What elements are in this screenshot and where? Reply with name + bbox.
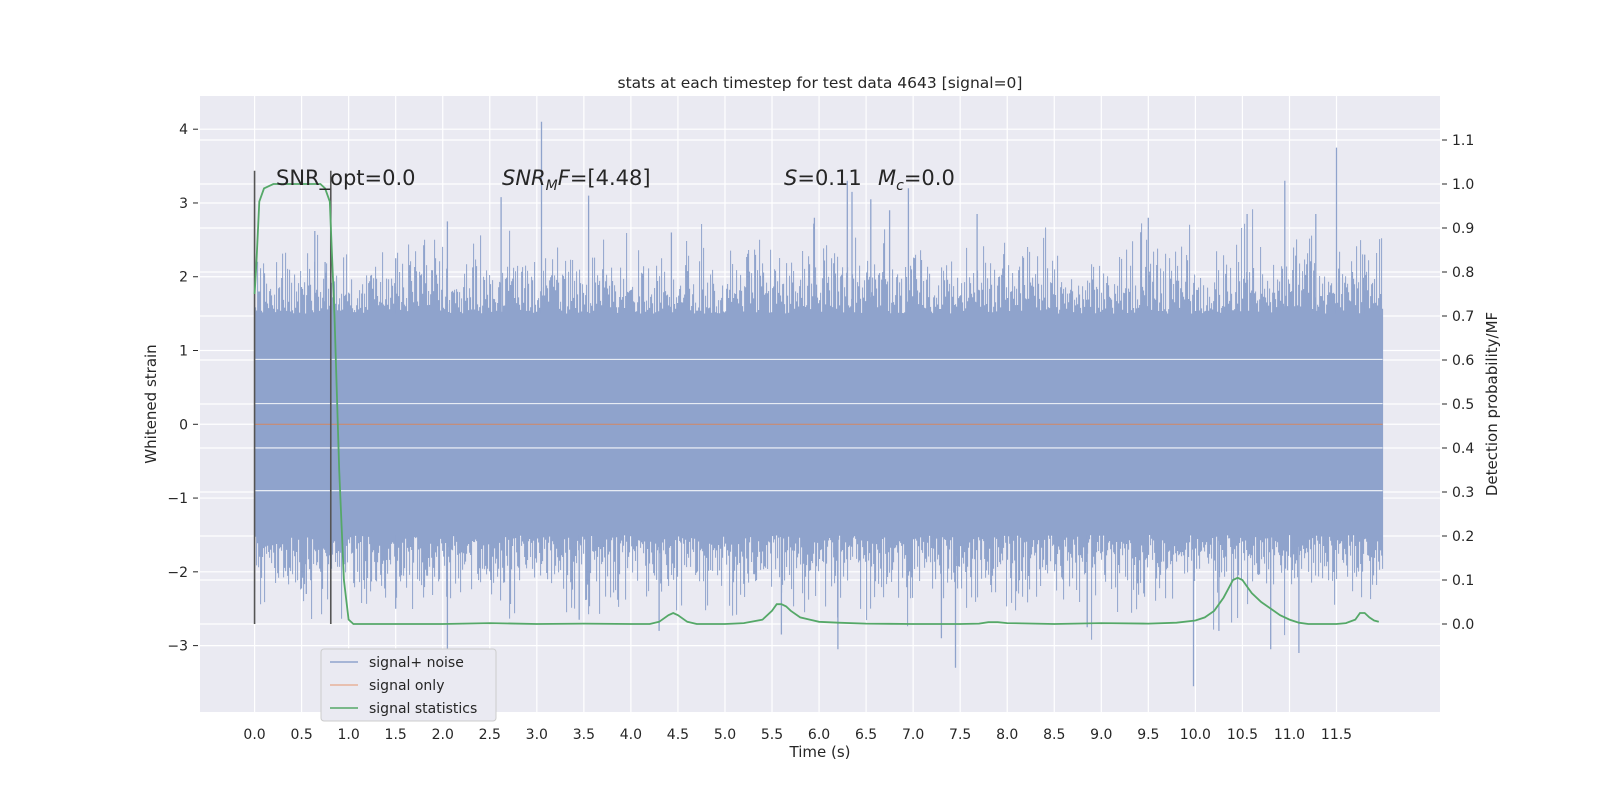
right-y-tick-label: 0.7 [1452, 309, 1474, 325]
x-tick-label: 6.0 [808, 727, 830, 743]
x-tick-label: 3.5 [573, 727, 595, 743]
mc-value: =0.0 [904, 166, 955, 190]
right-y-tick-label: 0.8 [1452, 265, 1474, 281]
x-tick-label: 4.0 [620, 727, 642, 743]
x-tick-label: 1.0 [338, 727, 360, 743]
noise-extreme-spikes [305, 121, 1366, 687]
snr-mf-annotation: SNRMF=[4.48] [502, 166, 651, 194]
y-tick-label: −1 [167, 491, 188, 507]
x-tick-label: 8.5 [1043, 727, 1065, 743]
legend-label-signal-statistics: signal statistics [369, 701, 477, 717]
x-tick-label: 10.0 [1180, 727, 1211, 743]
y-tick-label: 2 [179, 270, 188, 286]
right-y-tick-label: 0.1 [1452, 573, 1474, 589]
x-tick-label: 10.5 [1227, 727, 1258, 743]
x-tick-label: 2.0 [432, 727, 454, 743]
snr-mf-value: =[4.48] [570, 166, 651, 190]
x-tick-label: 5.5 [761, 727, 783, 743]
y-tick-label: 3 [179, 196, 188, 212]
right-y-tick-label: 0.6 [1452, 353, 1474, 369]
signal-statistics-series [253, 183, 1380, 625]
right-y-tick-label: 1.1 [1452, 133, 1474, 149]
s-value: =0.11 [797, 166, 861, 190]
x-tick-label: 9.0 [1090, 727, 1112, 743]
right-y-tick-label: 0.3 [1452, 485, 1474, 501]
right-y-tick-label: 1.0 [1452, 177, 1474, 193]
s-annotation: S=0.11 [784, 166, 862, 190]
x-tick-label: 7.0 [902, 727, 924, 743]
s-symbol: S [784, 166, 797, 190]
snr-opt-annotation: SNR_opt=0.0 [276, 166, 416, 191]
y-tick-label: −2 [167, 565, 188, 581]
signal-statistics-line [253, 183, 1380, 625]
x-tick-labels: 0.0 0.5 1.0 1.5 2.0 2.5 3.0 3.5 4.0 4.5 5.0 5.5 6.0 6… [243, 727, 1352, 743]
y-tick-label: 0 [179, 417, 188, 433]
legend-label-signal-only: signal only [369, 678, 444, 694]
x-tick-label: 0.0 [243, 727, 265, 743]
x-tick-label: 1.5 [385, 727, 407, 743]
y-tick-label: 4 [179, 122, 188, 138]
y-tick-labels: −3 −2 −1 0 1 2 3 4 [167, 122, 198, 655]
y-axis-label: Whitened strain [142, 344, 160, 463]
x-tick-label: 7.5 [949, 727, 971, 743]
x-tick-label: 9.5 [1137, 727, 1159, 743]
snr-mf-f: F [558, 166, 571, 190]
chart-title: stats at each timestep for test data 464… [618, 74, 1023, 92]
x-tick-label: 8.0 [996, 727, 1018, 743]
legend-box [320, 648, 497, 722]
right-y-tick-label: 0.9 [1452, 221, 1474, 237]
x-tick-label: 11.5 [1321, 727, 1352, 743]
mc-symbol: M [878, 166, 896, 190]
right-y-tick-label: 0.4 [1452, 441, 1474, 457]
x-tick-label: 0.5 [290, 727, 312, 743]
snr-mf-subscript: M [546, 178, 558, 194]
mc-annotation: Mc=0.0 [878, 166, 955, 194]
right-y-tick-label: 0.5 [1452, 397, 1474, 413]
x-tick-label: 5.0 [714, 727, 736, 743]
right-y-tick-label: 0.0 [1452, 617, 1474, 633]
legend: signal+ noise signal only signal statist… [320, 648, 497, 722]
right-y-tick-label: 0.2 [1452, 529, 1474, 545]
right-y-tick-labels: 0.0 0.1 0.2 0.3 0.4 0.5 0.6 0.7 0.8 0.9 1.0 1.1 [1442, 133, 1474, 633]
snr-mf-prefix: SNR [502, 166, 546, 190]
x-tick-label: 11.0 [1274, 727, 1305, 743]
y-tick-label: 1 [179, 344, 188, 360]
y-tick-label: −3 [167, 639, 188, 655]
right-y-axis-label: Detection probability/MF [1483, 312, 1501, 496]
x-tick-label: 3.0 [526, 727, 548, 743]
x-tick-label: 4.5 [667, 727, 689, 743]
legend-label-signal-noise: signal+ noise [369, 655, 464, 671]
x-axis-label: Time (s) [789, 743, 851, 761]
x-tick-label: 2.5 [479, 727, 501, 743]
x-tick-label: 6.5 [855, 727, 877, 743]
mc-subscript: c [896, 178, 904, 194]
